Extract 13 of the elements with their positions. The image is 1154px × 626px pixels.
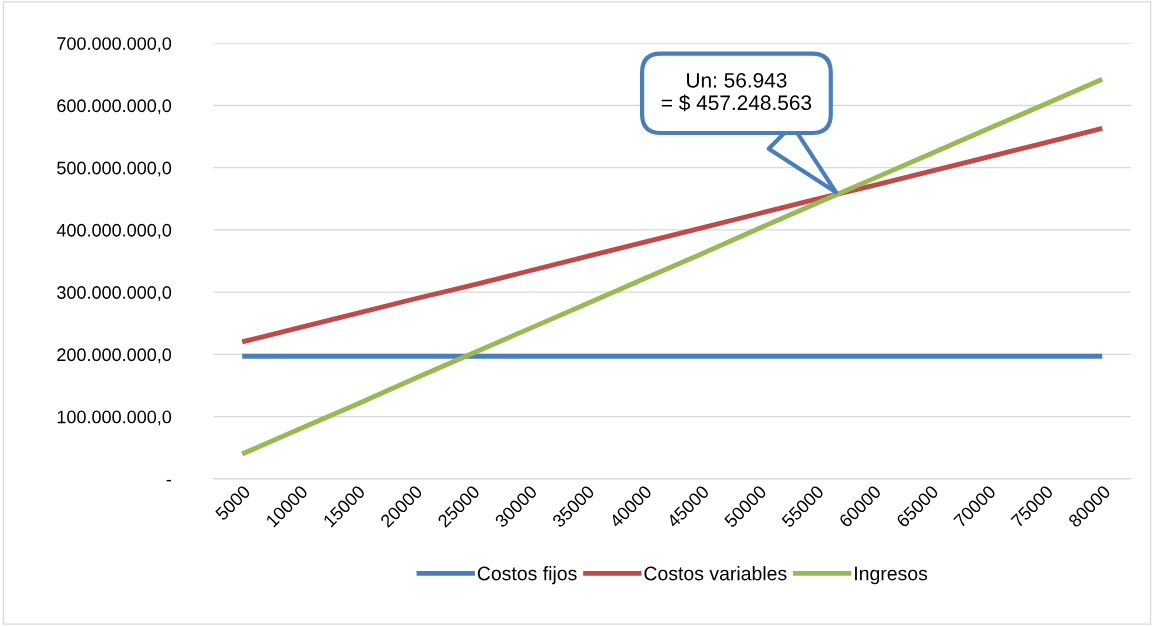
- y-tick-label: 700.000.000,0: [57, 37, 172, 53]
- y-tick-label: 600.000.000,0: [57, 99, 172, 115]
- line-series: [239, 126, 1105, 345]
- y-tick-label: 100.000.000,0: [57, 410, 172, 426]
- y-tick-label: 300.000.000,0: [57, 286, 172, 302]
- annotation: Un: 56.943 = $ 457.248.563: [661, 72, 812, 112]
- legend-label: Costos variables: [644, 566, 787, 581]
- y-tick-label: 500.000.000,0: [57, 161, 172, 177]
- legend-label: Ingresos: [855, 566, 928, 585]
- legend-label: Costos fijos: [477, 566, 577, 585]
- y-tick-label: -: [166, 479, 172, 482]
- y-tick-label: 400.000.000,0: [56, 223, 172, 239]
- y-tick-label: 200.000.000,0: [57, 348, 172, 364]
